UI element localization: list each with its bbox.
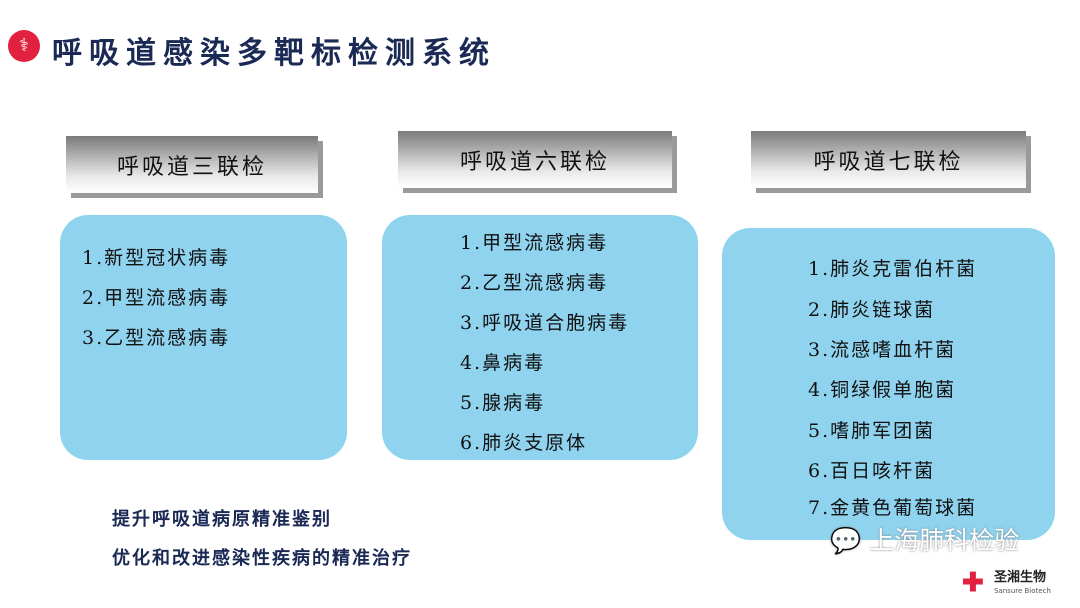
panel-box-2: 1.甲型流感病毒 2.乙型流感病毒 3.呼吸道合胞病毒 4.鼻病毒 5.腺病毒 …: [382, 215, 698, 460]
list-item: 1.肺炎克雷伯杆菌: [808, 258, 978, 280]
list-item: 6.百日咳杆菌: [808, 460, 936, 482]
list-item: 3.乙型流感病毒: [82, 327, 231, 349]
dna-icon: ⚕: [8, 30, 40, 62]
brand-en: Sansure Biotech: [994, 587, 1051, 595]
brand-cn: 圣湘生物: [994, 570, 1047, 585]
panel-box-3: 1.肺炎克雷伯杆菌 2.肺炎链球菌 3.流感嗜血杆菌 4.铜绿假单胞菌 5.嗜肺…: [722, 228, 1055, 540]
list-item: 5.嗜肺军团菌: [808, 420, 936, 442]
summary-line-1: 提升呼吸道病原精准鉴别: [112, 509, 332, 530]
list-item: 2.肺炎链球菌: [808, 299, 936, 321]
panel-box-1: 1.新型冠状病毒 2.甲型流感病毒 3.乙型流感病毒: [60, 215, 347, 460]
list-item: 3.呼吸道合胞病毒: [460, 312, 630, 334]
panel-header-2: 呼吸道六联检: [398, 131, 672, 188]
panel-header-1: 呼吸道三联检: [66, 136, 318, 193]
list-item: 1.新型冠状病毒: [82, 247, 231, 269]
list-item: 3.流感嗜血杆菌: [808, 339, 957, 361]
list-item: 7.金黄色葡萄球菌: [808, 497, 978, 519]
list-item: 2.乙型流感病毒: [460, 272, 609, 294]
page-title: 呼吸道感染多靶标检测系统: [52, 36, 496, 71]
list-item: 4.铜绿假单胞菌: [808, 379, 957, 401]
list-item: 4.鼻病毒: [460, 352, 546, 374]
list-item: 1.甲型流感病毒: [460, 232, 609, 254]
watermark-text: 上海肺科检验: [869, 526, 1020, 555]
watermark: 💬 上海肺科检验: [830, 526, 1019, 556]
wechat-icon: 💬: [830, 526, 862, 555]
brand-logo: ✚ 圣湘生物 Sansure Biotech: [962, 569, 1051, 597]
panel-header-3: 呼吸道七联检: [751, 131, 1026, 188]
list-item: 6.肺炎支原体: [460, 432, 588, 454]
sansure-logo-icon: ✚: [962, 568, 984, 598]
list-item: 5.腺病毒: [460, 392, 546, 414]
list-item: 2.甲型流感病毒: [82, 287, 231, 309]
summary-line-2: 优化和改进感染性疾病的精准治疗: [112, 548, 412, 569]
